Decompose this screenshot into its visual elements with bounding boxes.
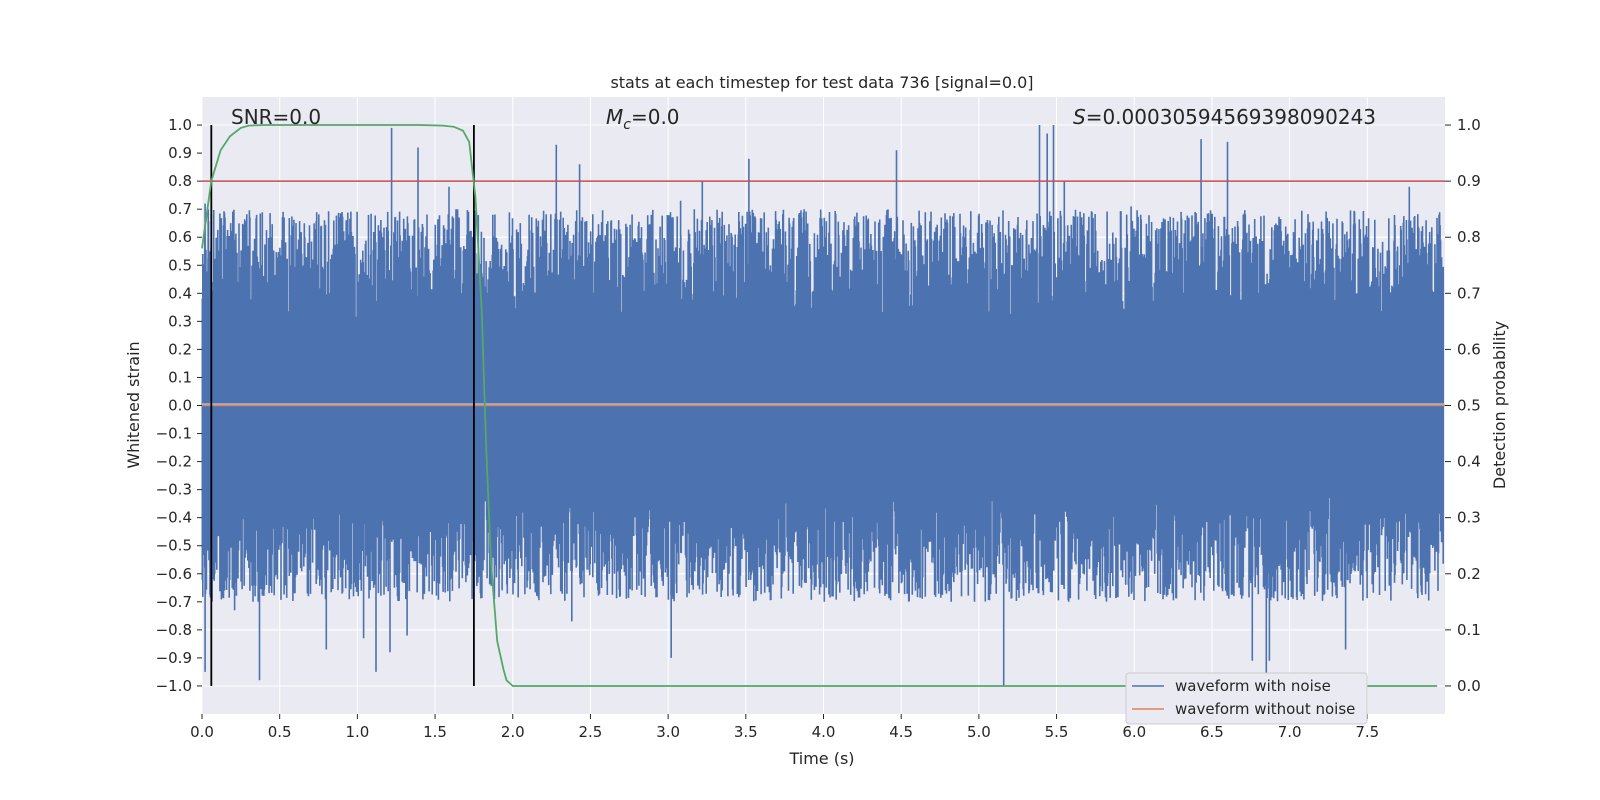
y-tick-label: 0.6 (168, 228, 192, 246)
y-tick-label: −0.1 (156, 425, 192, 443)
y2-tick-label: 0.8 (1457, 228, 1481, 246)
y-tick-label: −0.8 (156, 621, 192, 639)
y-tick-label: −0.7 (156, 593, 192, 611)
y-tick-label: 0.5 (168, 256, 192, 274)
y2-tick-label: 0.3 (1457, 509, 1481, 527)
y-axis-left: 1.0 0.9 0.8 0.7 0.6 0.5 0.4 0.3 0.2 0.1 0.0 −0.1 −0.… (156, 116, 202, 695)
y-axis-right: 1.0 0.9 0.8 0.7 0.6 0.5 0.4 0.3 0.2 0.1 0.0 (1445, 116, 1481, 695)
legend-label-clean: waveform without noise (1175, 700, 1355, 718)
y2-tick-label: 0.6 (1457, 340, 1481, 358)
statistic-annotation: S=0.0003059456939809​0243 (1073, 105, 1376, 129)
x-tick-label: 7.5 (1355, 723, 1379, 741)
y-tick-label: 0.4 (168, 284, 192, 302)
y-tick-label: −1.0 (156, 677, 192, 695)
x-tick-label: 2.0 (501, 723, 525, 741)
y-axis-label: Whitened strain (124, 341, 143, 468)
x-tick-label: 5.0 (967, 723, 991, 741)
x-tick-label: 0.0 (190, 723, 214, 741)
y-tick-label: −0.6 (156, 565, 192, 583)
y2-tick-label: 0.1 (1457, 621, 1481, 639)
x-tick-label: 6.0 (1122, 723, 1146, 741)
x-tick-label: 0.5 (268, 723, 292, 741)
x-tick-label: 1.5 (423, 723, 447, 741)
y-tick-label: 0.9 (168, 144, 192, 162)
y2-tick-label: 1.0 (1457, 116, 1481, 134)
x-axis: 0.0 0.5 1.0 1.5 2.0 2.5 3.0 3.5 4.0 4.5 5.0 5.5 6.0 6… (190, 714, 1379, 741)
legend: waveform with noise waveform without noi… (1125, 672, 1368, 725)
y2-axis-label: Detection probability (1490, 321, 1509, 489)
legend-label-noise: waveform with noise (1175, 677, 1331, 695)
legend-box (1125, 672, 1368, 725)
x-tick-label: 1.0 (345, 723, 369, 741)
chirp-mass-annotation: Mc=0.0 (606, 105, 680, 133)
y-tick-label: 0.1 (168, 368, 192, 386)
y-tick-label: −0.5 (156, 537, 192, 555)
y2-tick-label: 0.5 (1457, 397, 1481, 415)
x-tick-label: 6.5 (1200, 723, 1224, 741)
detection-probability-line (201, 124, 1438, 687)
y-tick-label: 0.0 (168, 397, 192, 415)
y2-tick-label: 0.7 (1457, 284, 1481, 302)
x-tick-label: 4.0 (812, 723, 836, 741)
x-tick-label: 7.0 (1278, 723, 1302, 741)
y2-tick-label: 0.4 (1457, 453, 1481, 471)
y-tick-label: 0.8 (168, 172, 192, 190)
y-tick-label: 1.0 (168, 116, 192, 134)
x-tick-label: 3.5 (734, 723, 758, 741)
event-markers (210, 125, 475, 686)
chart-title: stats at each timestep for test data 736… (610, 73, 1033, 92)
x-tick-label: 5.5 (1045, 723, 1069, 741)
y-tick-label: −0.9 (156, 649, 192, 667)
y-tick-label: −0.3 (156, 481, 192, 499)
y-tick-label: −0.4 (156, 509, 192, 527)
y-tick-label: 0.3 (168, 312, 192, 330)
x-axis-label: Time (s) (788, 749, 854, 768)
x-tick-label: 4.5 (889, 723, 913, 741)
y2-tick-label: 0.9 (1457, 172, 1481, 190)
y-tick-label: 0.7 (168, 200, 192, 218)
x-tick-label: 3.0 (656, 723, 680, 741)
snr-annotation: SNR=0.0 (231, 105, 321, 129)
y-tick-label: −0.2 (156, 453, 192, 471)
y-tick-label: 0.2 (168, 340, 192, 358)
y2-tick-label: 0.2 (1457, 565, 1481, 583)
y2-tick-label: 0.0 (1457, 677, 1481, 695)
x-tick-label: 2.5 (579, 723, 603, 741)
